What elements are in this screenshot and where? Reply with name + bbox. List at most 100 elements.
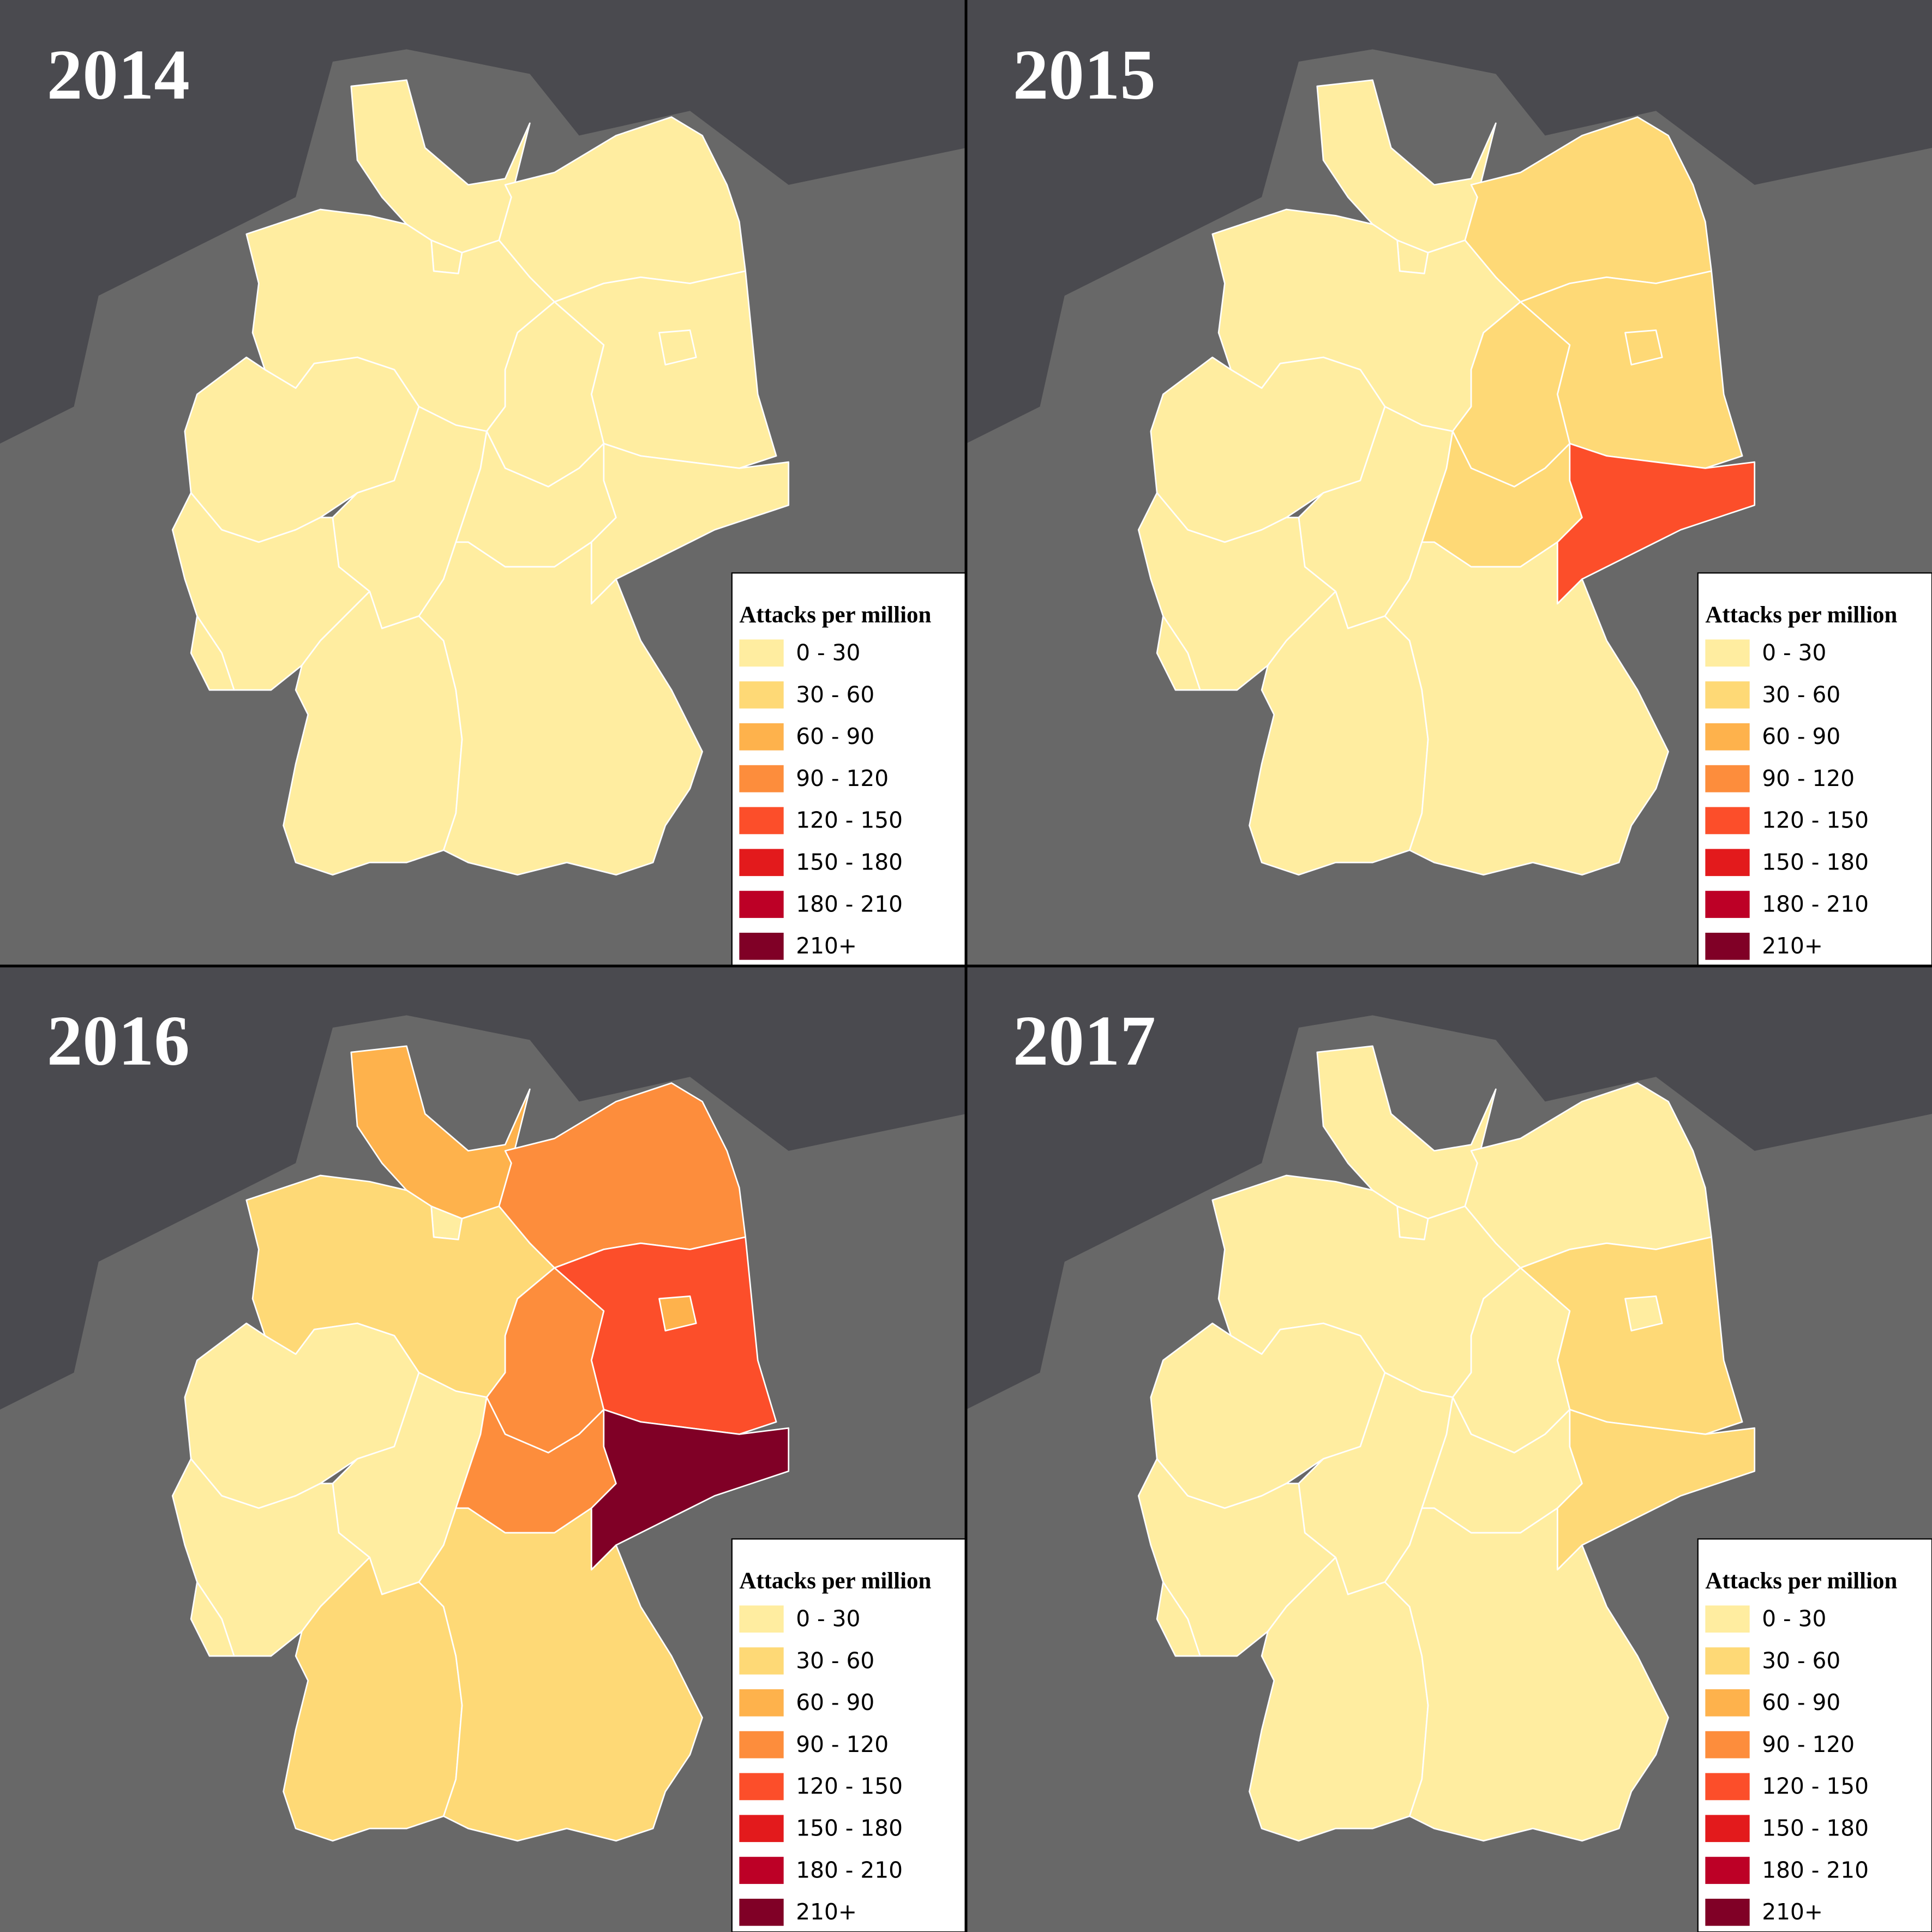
region <box>190 1581 235 1657</box>
legend-label: 60 - 90 <box>796 1689 874 1715</box>
legend-swatch <box>739 1899 784 1926</box>
legend-swatch <box>739 1647 784 1675</box>
region <box>418 541 703 876</box>
legend-label: 60 - 90 <box>1762 723 1840 749</box>
sea <box>0 0 966 444</box>
legend-swatch <box>739 933 784 960</box>
sea <box>966 0 1932 444</box>
sea <box>966 966 1932 1410</box>
legend-swatch <box>1705 765 1750 793</box>
legend-label: 150 - 180 <box>796 849 903 875</box>
legend-label: 210+ <box>1762 933 1823 959</box>
legend-swatch <box>739 681 784 709</box>
legend-label: 120 - 150 <box>796 807 903 833</box>
region <box>1624 329 1663 365</box>
legend-label: 180 - 210 <box>1762 891 1869 917</box>
legend-swatch <box>739 1605 784 1633</box>
legend: Attacks per million 0 - 30 30 - 60 60 - 90 9… <box>1697 572 1932 967</box>
legend-swatch <box>1705 1899 1750 1926</box>
legend: Attacks per million 0 - 30 30 - 60 60 - 90 9… <box>731 1538 967 1932</box>
legend-label: 120 - 150 <box>1762 807 1869 833</box>
legend-swatch <box>739 891 784 918</box>
legend-label: 120 - 150 <box>796 1773 903 1799</box>
legend-swatch <box>1705 639 1750 667</box>
legend-swatch <box>1705 1689 1750 1717</box>
region <box>590 1408 790 1571</box>
legend-swatch <box>739 1731 784 1759</box>
legend-label: 180 - 210 <box>796 891 903 917</box>
region <box>1624 1295 1663 1331</box>
legend-swatch <box>1705 849 1750 877</box>
legend-label: 150 - 180 <box>1762 849 1869 875</box>
legend-label: 210+ <box>796 1899 857 1925</box>
map-panel: 2016 Attacks per million 0 - 30 30 - 60 60 -… <box>0 966 967 1932</box>
legend-swatch <box>1705 891 1750 918</box>
legend-label: 30 - 60 <box>796 681 874 707</box>
legend-label: 180 - 210 <box>1762 1857 1869 1883</box>
region <box>190 615 235 691</box>
map-panel: 2017 Attacks per million 0 - 30 30 - 60 60 -… <box>966 966 1932 1932</box>
legend-swatch <box>739 1689 784 1717</box>
legend-label: 60 - 90 <box>1762 1689 1840 1715</box>
year-title: 2014 <box>47 35 190 115</box>
legend-label: 120 - 150 <box>1762 1773 1869 1799</box>
legend-swatch <box>1705 1731 1750 1759</box>
sea <box>0 966 966 1410</box>
legend-label: 90 - 120 <box>796 765 889 791</box>
legend-swatch <box>739 765 784 793</box>
region <box>1156 615 1201 691</box>
legend-swatch <box>1705 1857 1750 1884</box>
region <box>1556 442 1756 605</box>
legend-swatch <box>1705 723 1750 751</box>
map-panel: 2015 Attacks per million 0 - 30 30 - 60 60 -… <box>966 0 1932 967</box>
region <box>658 1295 697 1331</box>
region <box>1384 1507 1669 1842</box>
legend-label: 0 - 30 <box>796 1605 860 1631</box>
legend: Attacks per million 0 - 30 30 - 60 60 - 90 9… <box>731 572 967 967</box>
legend-label: 30 - 60 <box>1762 1647 1840 1673</box>
legend-title: Attacks per million <box>1705 1568 1897 1594</box>
year-title: 2015 <box>1013 35 1156 115</box>
legend-label: 30 - 60 <box>796 1647 874 1673</box>
legend-label: 0 - 30 <box>1762 639 1826 665</box>
region <box>658 329 697 365</box>
map-panel: 2014 Attacks per million 0 - 30 30 - 60 60 -… <box>0 0 967 967</box>
legend-label: 210+ <box>796 933 857 959</box>
legend-label: 30 - 60 <box>1762 681 1840 707</box>
legend-label: 150 - 180 <box>1762 1815 1869 1841</box>
legend-swatch <box>739 1815 784 1843</box>
legend-label: 90 - 120 <box>796 1731 889 1757</box>
legend-swatch <box>739 639 784 667</box>
legend-label: 210+ <box>1762 1899 1823 1925</box>
legend-swatch <box>1705 1647 1750 1675</box>
legend-swatch <box>1705 807 1750 835</box>
legend-swatch <box>739 1773 784 1801</box>
legend-title: Attacks per million <box>739 602 931 628</box>
region <box>590 442 790 605</box>
legend-label: 60 - 90 <box>796 723 874 749</box>
legend-swatch <box>739 723 784 751</box>
legend-label: 150 - 180 <box>796 1815 903 1841</box>
legend-title: Attacks per million <box>739 1568 931 1594</box>
region <box>418 1507 703 1842</box>
legend-swatch <box>739 849 784 877</box>
legend: Attacks per million 0 - 30 30 - 60 60 - 90 9… <box>1697 1538 1932 1932</box>
region <box>1156 1581 1201 1657</box>
legend-swatch <box>1705 1815 1750 1843</box>
region <box>1384 541 1669 876</box>
legend-swatch <box>1705 933 1750 960</box>
legend-label: 90 - 120 <box>1762 1731 1855 1757</box>
legend-label: 0 - 30 <box>796 639 860 665</box>
legend-label: 180 - 210 <box>796 1857 903 1883</box>
legend-swatch <box>739 807 784 835</box>
legend-label: 90 - 120 <box>1762 765 1855 791</box>
year-title: 2016 <box>47 1001 190 1081</box>
legend-swatch <box>1705 1605 1750 1633</box>
legend-label: 0 - 30 <box>1762 1605 1826 1631</box>
legend-title: Attacks per million <box>1705 602 1897 628</box>
region <box>1556 1408 1756 1571</box>
legend-swatch <box>1705 681 1750 709</box>
legend-swatch <box>739 1857 784 1884</box>
legend-swatch <box>1705 1773 1750 1801</box>
